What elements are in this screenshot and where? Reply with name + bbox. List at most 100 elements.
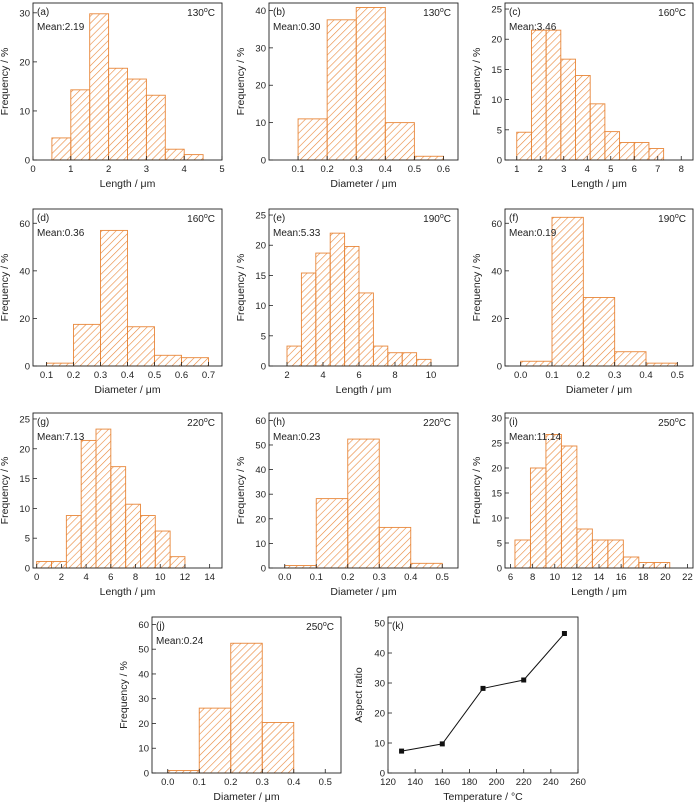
plot-frame: [151, 616, 342, 774]
y-tick-label: 10: [138, 744, 149, 755]
celsius-mark: C: [679, 8, 686, 19]
celsius-mark: C: [444, 8, 451, 19]
histogram-bar: [576, 528, 593, 569]
histogram-bar: [169, 556, 186, 569]
y-tick-label: 20: [19, 444, 30, 455]
x-tick-label: 4: [320, 370, 325, 381]
mean-annotation: Mean:11.14: [509, 432, 562, 443]
x-tick-label: 0.3: [608, 370, 621, 381]
temperature-value: 250: [306, 622, 323, 633]
x-tick-label: 14: [594, 572, 605, 583]
y-tick-label: 10: [491, 514, 502, 525]
histogram-bar: [413, 155, 444, 161]
x-tick-label: 10: [426, 370, 437, 381]
panel-label: (g): [37, 417, 49, 428]
y-tick-label: 40: [19, 266, 30, 277]
temperature-value: 220: [187, 418, 204, 429]
panel-c: 1 2 3 4 5 6 7 8 0 5 10 15 20 25 Length / μm Frequency /…: [471, 2, 694, 190]
x-tick-label: 0.1: [291, 164, 304, 175]
x-axis-label: Length / μm: [100, 586, 156, 598]
histogram-bar: [607, 539, 624, 569]
histogram-bar: [633, 142, 650, 161]
y-tick-label: 10: [255, 301, 266, 312]
x-tick-label: 8: [133, 572, 138, 583]
x-tick-label: 0.5: [148, 370, 161, 381]
x-tick-label: 0.3: [256, 777, 269, 788]
histogram-bar: [145, 94, 166, 161]
x-tick-label: 0.2: [341, 572, 354, 583]
x-axis-label: Length / μm: [571, 178, 627, 190]
x-tick-label: 120: [380, 777, 396, 788]
x-tick-label: 0.4: [121, 370, 134, 381]
mean-annotation: Mean:5.33: [273, 228, 321, 239]
y-tick-label: 5: [261, 331, 266, 342]
y-tick-label: 20: [138, 719, 149, 730]
x-tick-label: 0.1: [40, 370, 53, 381]
y-tick-label: 20: [19, 57, 30, 68]
x-tick-label: 5: [608, 164, 613, 175]
degree-mark: o: [204, 213, 208, 220]
x-tick-label: 1: [68, 164, 73, 175]
temperature-label: 220oC: [423, 417, 451, 429]
celsius-mark: C: [208, 8, 215, 19]
degree-mark: o: [675, 213, 679, 220]
data-point: [399, 748, 405, 754]
panel-label: (h): [273, 417, 285, 428]
histogram-bar: [575, 75, 591, 161]
x-tick-label: 0.1: [545, 370, 558, 381]
x-tick-label: 6: [356, 370, 361, 381]
y-tick-label: 60: [255, 416, 266, 427]
panel-label: (j): [156, 621, 165, 632]
plot-frame: [268, 2, 459, 161]
x-tick-label: 3: [144, 164, 149, 175]
y-tick-label: 15: [491, 65, 502, 76]
histogram-bar: [355, 7, 386, 161]
y-tick-label: 0: [25, 564, 30, 575]
panel-label: (e): [273, 213, 285, 224]
y-tick-label: 30: [138, 694, 149, 705]
temperature-label: 190oC: [423, 213, 451, 225]
mean-annotation: Mean:0.24: [156, 636, 204, 647]
panel-label: (b): [273, 7, 285, 18]
y-tick-label: 20: [255, 81, 266, 92]
y-tick-label: 0: [25, 362, 30, 373]
celsius-mark: C: [208, 418, 215, 429]
x-axis-label: Diameter / μm: [94, 384, 160, 396]
mean-annotation: Mean:0.23: [273, 432, 321, 443]
x-tick-label: 0.1: [310, 572, 323, 583]
plot-frame: [32, 412, 223, 569]
x-tick-label: 2: [106, 164, 111, 175]
y-axis-label: Frequency / %: [0, 48, 11, 116]
panel-g: 0 2 4 6 8 10 12 14 0 5 10 15 20 25 Length / μm Frequenc…: [0, 412, 223, 598]
plot-frame: [504, 2, 694, 161]
x-tick-label: 4: [585, 164, 590, 175]
histogram-bar: [315, 498, 349, 569]
y-tick-label: 15: [19, 474, 30, 485]
y-tick-label: 5: [497, 125, 502, 136]
histogram-bar: [164, 148, 185, 161]
y-tick-label: 0: [497, 564, 502, 575]
x-axis-label: Temperature / °C: [443, 791, 523, 803]
x-tick-label: 0: [30, 164, 35, 175]
y-tick-label: 0: [261, 362, 266, 373]
histogram-bar: [65, 515, 82, 569]
histogram-bar: [530, 29, 547, 161]
mean-annotation: Mean:3.46: [509, 22, 557, 33]
panel-a: 0 1 2 3 4 5 0 10 20 30 Length / μm Frequency / % (a)…: [0, 2, 225, 190]
x-axis-label: Diameter / μm: [213, 791, 279, 803]
histogram-bar: [297, 118, 328, 161]
y-axis-label: Frequency / %: [235, 48, 247, 116]
degree-mark: o: [323, 621, 327, 628]
x-tick-label: 0.0: [161, 777, 174, 788]
y-tick-label: 5: [25, 534, 30, 545]
temperature-value: 160: [658, 8, 675, 19]
y-tick-label: 10: [374, 739, 385, 750]
panel-e: 2 4 6 8 10 0 5 10 15 20 25 Length / μm Frequency / %…: [235, 208, 459, 396]
temperature-label: 220oC: [187, 417, 215, 429]
y-tick-label: 0: [261, 564, 266, 575]
x-tick-label: 16: [616, 572, 627, 583]
histogram-bar: [622, 556, 640, 569]
x-tick-label: 200: [489, 777, 505, 788]
x-tick-label: 180: [461, 777, 477, 788]
y-tick-label: 0: [144, 769, 149, 780]
